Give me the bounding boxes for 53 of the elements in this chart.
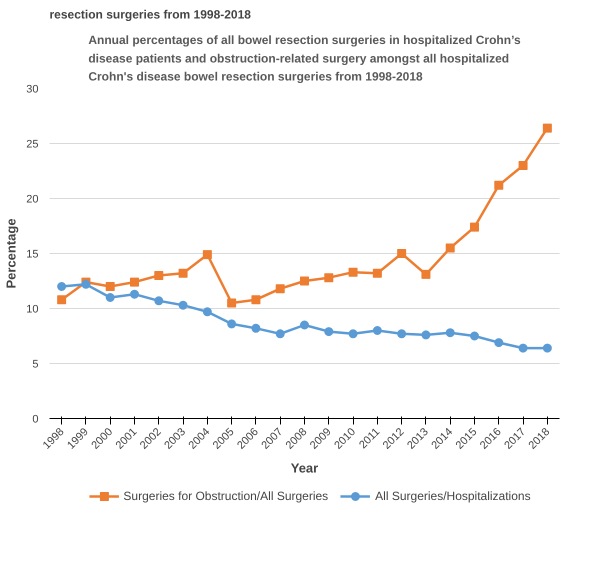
point: [470, 222, 479, 232]
point: [372, 326, 382, 335]
point: [178, 300, 188, 310]
point: [446, 328, 455, 338]
point: [397, 249, 406, 258]
point: [251, 295, 260, 304]
point: [130, 278, 139, 287]
point: [202, 250, 212, 260]
point: [324, 327, 334, 336]
chart-title: Annual percentages of all bowel resection surgeries in hospitalized Crohn’s disease patients and obstruction-related surgery amongst all hospitalized Crohn's disease bowel resection surgeries from 1998-2018: [88, 33, 521, 84]
point: [348, 268, 358, 277]
point: [542, 124, 552, 133]
point: [518, 344, 528, 353]
point: [300, 320, 309, 330]
y-tick-label: 5: [32, 358, 39, 370]
point: [494, 180, 504, 190]
point: [494, 338, 504, 348]
point: [372, 268, 382, 278]
y-tick-label: 25: [26, 138, 39, 150]
point: [202, 307, 212, 316]
point: [421, 270, 430, 279]
point: [154, 296, 164, 306]
point: [518, 161, 528, 170]
point: [106, 282, 115, 291]
y-tick-label: 15: [26, 248, 39, 260]
y-tick-label: 20: [26, 194, 39, 206]
point: [57, 282, 66, 291]
text: resection surgeries from 1998-2018: [50, 8, 252, 22]
point: [397, 329, 406, 338]
legend-label: Surgeries for Obstruction/All Surgeries: [123, 489, 328, 503]
legend-label: All Surgeries/Hospitalizations: [375, 489, 531, 503]
point: [227, 298, 236, 308]
y-tick-label: 0: [32, 414, 39, 426]
point: [154, 271, 164, 280]
point: [276, 284, 285, 294]
point: [348, 329, 358, 338]
point: [300, 276, 309, 286]
point: [251, 324, 260, 333]
point: [470, 332, 479, 340]
y-tick-label: 10: [26, 304, 39, 316]
point: [227, 319, 236, 328]
y-tick-label: 30: [26, 84, 39, 96]
point: [542, 344, 552, 353]
point: [421, 330, 430, 340]
point: [446, 244, 455, 252]
point: [57, 295, 66, 304]
point: [324, 273, 334, 282]
point: [276, 329, 285, 338]
point: [130, 290, 139, 299]
point: [178, 268, 188, 278]
y-axis-title: Percentage: [3, 218, 18, 289]
x-axis-title: Year: [290, 460, 318, 476]
point: [106, 293, 115, 302]
